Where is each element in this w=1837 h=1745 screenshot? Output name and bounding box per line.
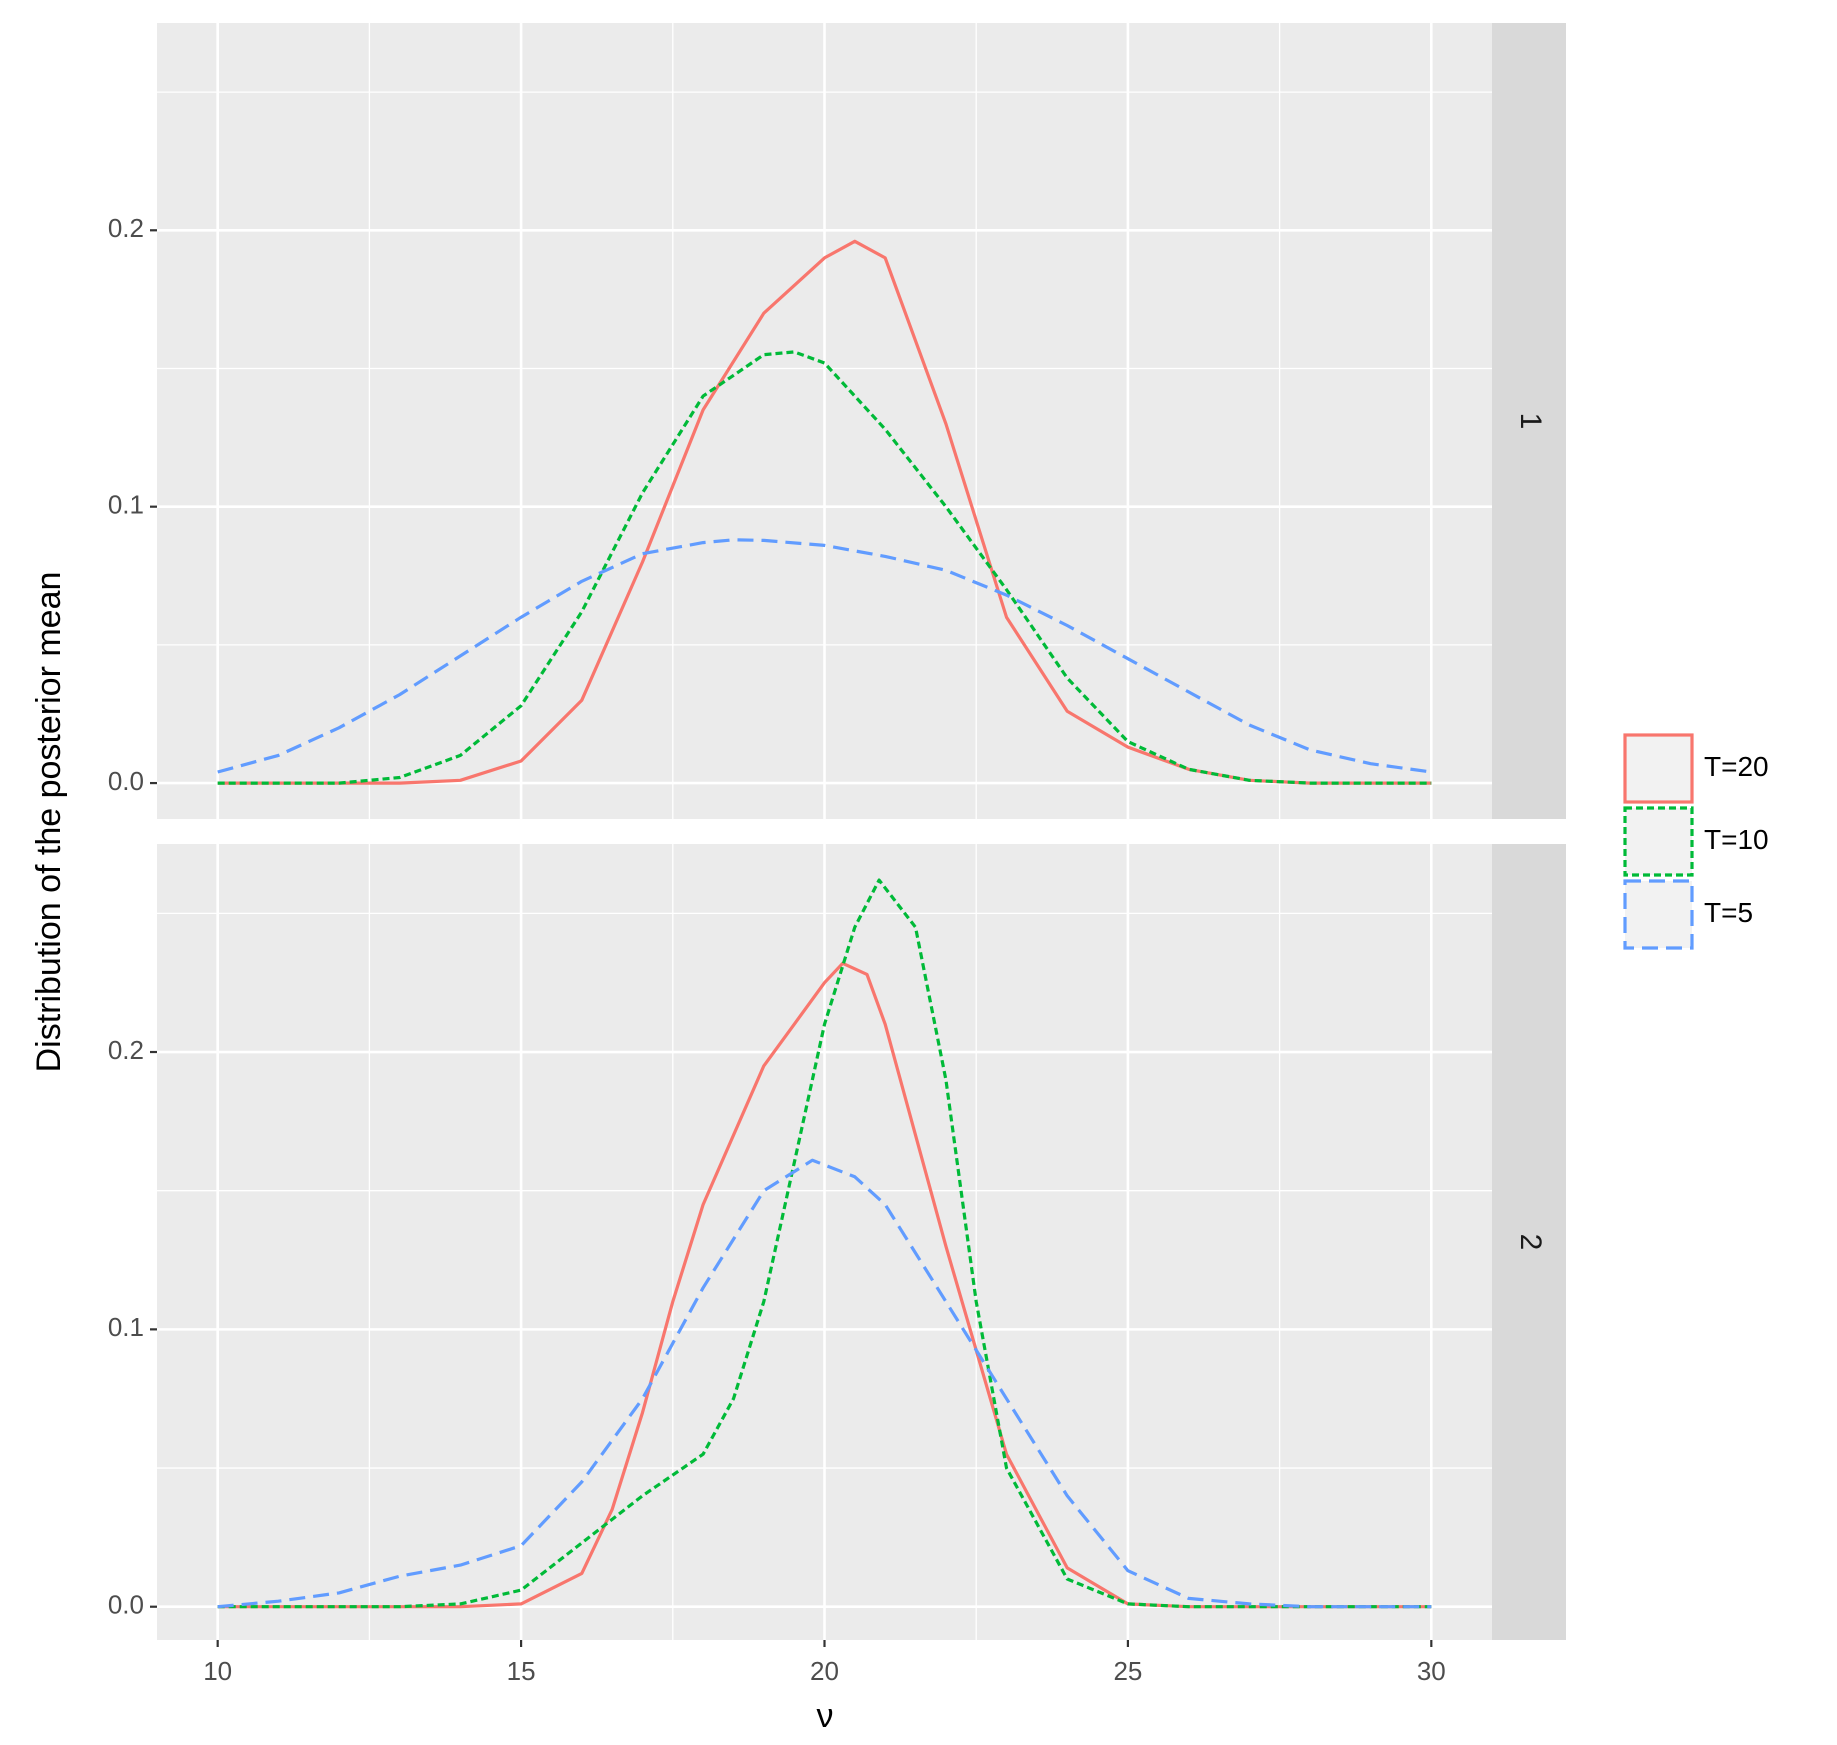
legend-key [1623,733,1694,804]
y-tick-label: 0.1 [108,1312,144,1342]
facet-strip [1492,844,1566,1640]
legend-key [1623,879,1694,950]
series-line-t20 [217,239,1432,785]
series-line-t10 [217,350,1432,785]
series-line-t5 [217,1158,1432,1609]
panels-layer: 1 0.0 0.1 0.2 2 0.0 0.1 0.2 10 15 20 25 30 [108,23,1566,1686]
legend-item-t20: T=20 [1623,733,1769,804]
legend-label: T=10 [1704,824,1769,855]
facet-strip [1492,23,1566,819]
y-tick-label: 0.0 [108,766,144,796]
x-tick-label: 10 [203,1656,232,1686]
legend-label: T=5 [1704,897,1753,928]
y-axis-title: Distribution of the posterior mean [30,572,68,1073]
y-tick-label: 0.2 [108,213,144,243]
x-tick-label: 30 [1417,1656,1446,1686]
facet-strip-label: 2 [1514,1234,1547,1251]
panel-2: 2 0.0 0.1 0.2 [108,844,1566,1640]
legend-item-t5: T=5 [1623,879,1753,950]
legend-label: T=20 [1704,751,1769,782]
facet-strip-label: 1 [1514,413,1547,430]
legend: T=20 T=10 T=5 [1623,733,1769,950]
y-tick-label: 0.0 [108,1590,144,1620]
x-tick-label: 25 [1113,1656,1142,1686]
panel-1: 1 0.0 0.1 0.2 [108,23,1566,819]
series-line-t5 [217,538,1432,774]
y-tick-label: 0.1 [108,490,144,520]
x-axis-title: ν [817,1697,834,1735]
x-axis: 10 15 20 25 30 [203,1640,1446,1686]
x-tick-label: 20 [810,1656,839,1686]
legend-item-t10: T=10 [1623,806,1769,877]
series-line-t10 [217,878,1432,1609]
x-tick-label: 15 [507,1656,536,1686]
series-line-t20 [217,961,1432,1609]
y-tick-label: 0.2 [108,1035,144,1065]
legend-key [1623,806,1694,877]
